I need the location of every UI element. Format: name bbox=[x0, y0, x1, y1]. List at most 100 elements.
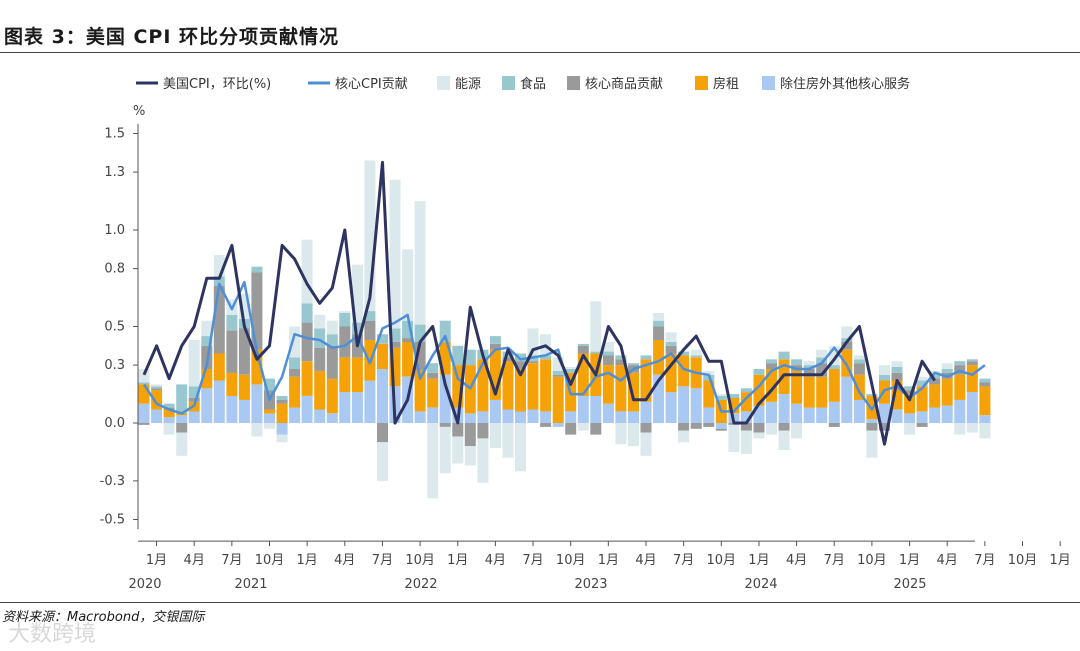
bar-segment bbox=[351, 322, 363, 335]
bar-segment bbox=[238, 328, 250, 375]
bar-segment bbox=[778, 351, 790, 360]
bar-segment bbox=[703, 407, 715, 423]
bar-segment bbox=[866, 419, 878, 423]
bar-segment bbox=[351, 264, 363, 323]
bar-segment bbox=[966, 423, 978, 433]
bar-segment bbox=[590, 423, 602, 435]
bar-segment bbox=[891, 372, 903, 381]
bar-segment bbox=[715, 428, 727, 431]
legend-label-energy: 能源 bbox=[455, 77, 481, 92]
bar-segment bbox=[502, 423, 514, 458]
bar-segment bbox=[377, 369, 388, 423]
bar-segment bbox=[954, 361, 966, 366]
bar-segment bbox=[540, 423, 552, 427]
bar-segment bbox=[489, 336, 501, 344]
bar-segment bbox=[176, 415, 188, 423]
bar-segment bbox=[966, 361, 978, 366]
bar-segment bbox=[439, 426, 451, 474]
bar-segment bbox=[276, 396, 288, 400]
bar-segment bbox=[678, 423, 690, 431]
bar-segment bbox=[540, 355, 552, 360]
bar-segment bbox=[264, 423, 275, 429]
bar-segment bbox=[954, 423, 966, 435]
bar-segment bbox=[452, 423, 464, 437]
bar-segment bbox=[314, 328, 326, 348]
bar-segment bbox=[740, 423, 752, 431]
bar-segment bbox=[640, 423, 652, 433]
bar-segment bbox=[791, 423, 803, 439]
x-tick-label: 1月 bbox=[598, 553, 619, 568]
bar-segment bbox=[803, 369, 815, 377]
bar-segment bbox=[464, 446, 476, 466]
bar-segment bbox=[753, 405, 765, 423]
legend-label-headline: 美国CPI，环比(%) bbox=[163, 77, 271, 92]
bar-segment bbox=[979, 378, 991, 383]
legend-swatch-rent bbox=[695, 76, 708, 90]
bar-segment bbox=[954, 399, 966, 423]
bar-segment bbox=[427, 423, 439, 499]
bar-layer bbox=[138, 160, 991, 499]
bar-segment bbox=[565, 411, 577, 423]
bar-segment bbox=[276, 434, 288, 443]
bar-segment bbox=[979, 382, 991, 387]
bar-segment bbox=[891, 380, 903, 410]
bar-segment bbox=[213, 286, 225, 354]
bar-segment bbox=[979, 423, 991, 439]
bar-segment bbox=[301, 322, 313, 362]
bar-segment bbox=[904, 423, 916, 435]
bar-segment bbox=[841, 341, 853, 350]
bar-segment bbox=[665, 345, 677, 354]
bar-segment bbox=[477, 438, 489, 483]
bar-segment bbox=[502, 409, 514, 423]
bar-segment bbox=[515, 353, 526, 362]
bar-segment bbox=[402, 249, 414, 321]
bar-segment bbox=[427, 378, 439, 408]
bar-segment bbox=[226, 396, 238, 423]
bar-segment bbox=[665, 332, 677, 342]
bar-segment bbox=[402, 320, 414, 339]
bar-segment bbox=[339, 311, 351, 313]
x-tick-label: 10月 bbox=[857, 553, 887, 568]
bar-segment bbox=[138, 423, 150, 425]
bar-segment bbox=[289, 369, 301, 377]
bar-segment bbox=[402, 338, 414, 342]
bar-segment bbox=[439, 320, 451, 342]
bar-segment bbox=[176, 432, 188, 456]
y-tick-label: 0.0 bbox=[104, 416, 125, 431]
bar-segment bbox=[879, 374, 890, 381]
bar-segment bbox=[201, 320, 213, 337]
bar-segment bbox=[690, 355, 702, 358]
bar-segment bbox=[201, 369, 213, 389]
bar-segment bbox=[803, 407, 815, 423]
bar-segment bbox=[389, 328, 401, 342]
bar-segment bbox=[904, 390, 916, 395]
year-label: 2020 bbox=[128, 577, 161, 592]
x-tick-label: 1月 bbox=[297, 553, 318, 568]
bar-segment bbox=[151, 384, 163, 387]
y-tick-label: 1.0 bbox=[104, 223, 125, 238]
bar-segment bbox=[841, 326, 853, 339]
bar-segment bbox=[590, 351, 602, 354]
bar-segment bbox=[715, 394, 727, 396]
bar-segment bbox=[289, 326, 301, 358]
watermark-logo: 大数跨境 bbox=[8, 622, 97, 647]
bar-segment bbox=[602, 351, 614, 356]
bar-segment bbox=[565, 423, 577, 435]
y-tick-label: 0.5 bbox=[104, 320, 125, 335]
legend-swatch-core-goods bbox=[567, 76, 580, 90]
bar-segment bbox=[314, 347, 326, 371]
bar-segment bbox=[904, 394, 916, 414]
bar-segment bbox=[628, 423, 639, 447]
bar-segment bbox=[238, 399, 250, 423]
bar-segment bbox=[314, 370, 326, 410]
bar-segment bbox=[414, 370, 426, 412]
bar-segment bbox=[753, 423, 765, 433]
bar-segment bbox=[251, 349, 263, 385]
bar-segment bbox=[477, 423, 489, 439]
bar-segment bbox=[791, 359, 803, 366]
bar-segment bbox=[414, 341, 426, 371]
bar-segment bbox=[653, 340, 665, 375]
y-tick-label: -0.3 bbox=[100, 474, 125, 489]
bar-segment bbox=[640, 359, 652, 402]
bar-segment bbox=[602, 355, 614, 366]
